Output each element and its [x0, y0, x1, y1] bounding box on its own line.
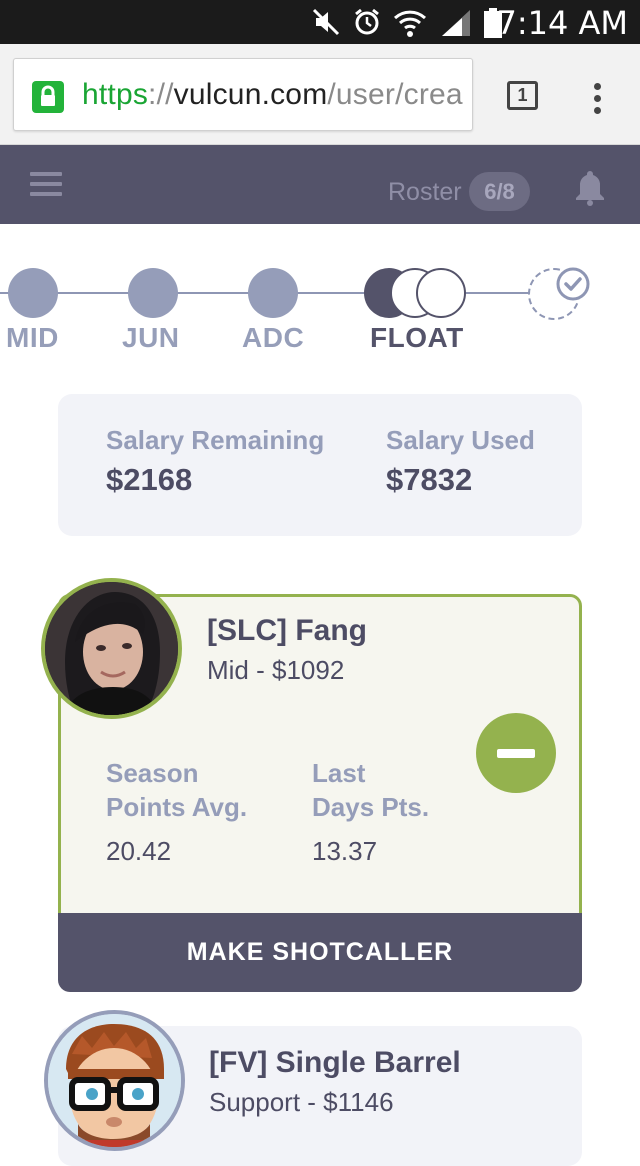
- player-avatar: [44, 1010, 185, 1151]
- bell-icon[interactable]: [572, 168, 608, 206]
- wifi-icon: [393, 8, 427, 38]
- url-separator: ://: [148, 78, 174, 111]
- hamburger-menu-icon[interactable]: [30, 172, 62, 196]
- url-path: /user/crea: [327, 78, 462, 111]
- remove-player-button[interactable]: [476, 713, 556, 793]
- season-avg-label: Season Points Avg.: [106, 756, 247, 824]
- season-avg-value: 20.42: [106, 836, 171, 867]
- browser-toolbar: https://vulcun.com/user/crea 1: [0, 44, 640, 145]
- clock: 7:14 AM: [496, 4, 628, 42]
- salary-remaining-label: Salary Remaining: [106, 425, 324, 456]
- signal-icon: [440, 8, 472, 38]
- roster-count-badge[interactable]: 6/8: [469, 172, 530, 211]
- url-domain: vulcun.com: [174, 78, 328, 111]
- player-avatar: [41, 578, 182, 719]
- minus-icon: [497, 749, 535, 758]
- tab-switcher-button[interactable]: 1: [507, 81, 538, 110]
- url-scheme: https: [82, 78, 148, 111]
- player-role-price: Mid - $1092: [207, 655, 344, 686]
- browser-menu-icon[interactable]: [583, 80, 613, 116]
- check-circle-icon: [556, 267, 590, 301]
- last-days-label: Last Days Pts.: [312, 756, 429, 824]
- alarm-icon: [353, 8, 381, 36]
- step-adc-dot[interactable]: [248, 268, 298, 318]
- app-header: [0, 145, 640, 224]
- address-bar[interactable]: https://vulcun.com/user/crea: [13, 58, 473, 131]
- player-name: [SLC] Fang: [207, 614, 367, 648]
- step-jun-label[interactable]: JUN: [122, 322, 180, 354]
- mute-icon: [312, 8, 340, 36]
- salary-remaining-value: $2168: [106, 462, 192, 498]
- salary-used-label: Salary Used: [386, 425, 535, 456]
- step-mid-dot[interactable]: [8, 268, 58, 318]
- last-days-value: 13.37: [312, 836, 377, 867]
- player-role-price: Support - $1146: [209, 1087, 394, 1118]
- step-float-label[interactable]: FLOAT: [370, 322, 464, 354]
- step-mid-label[interactable]: MID: [6, 322, 59, 354]
- make-shotcaller-button[interactable]: MAKE SHOTCALLER: [58, 913, 582, 992]
- salary-used-value: $7832: [386, 462, 472, 498]
- lock-icon: [32, 81, 64, 113]
- url-text: https://vulcun.com/user/crea: [82, 78, 463, 112]
- status-bar: 7:14 AM: [0, 0, 640, 44]
- step-float-dot[interactable]: [416, 268, 466, 318]
- roster-label[interactable]: Roster: [388, 178, 462, 207]
- step-jun-dot[interactable]: [128, 268, 178, 318]
- player-name: [FV] Single Barrel: [209, 1046, 461, 1080]
- step-adc-label[interactable]: ADC: [242, 322, 304, 354]
